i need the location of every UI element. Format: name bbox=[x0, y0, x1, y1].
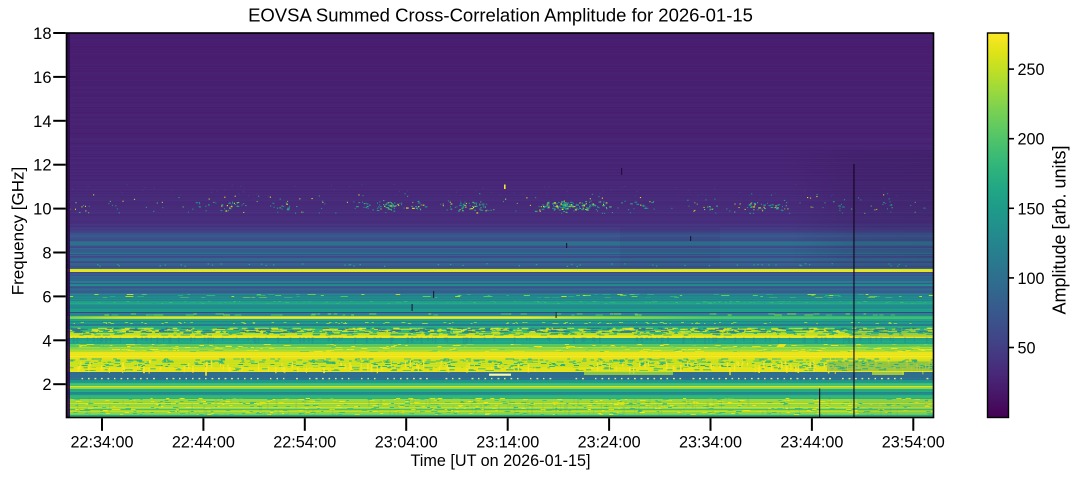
svg-text:8: 8 bbox=[42, 245, 51, 263]
svg-text:EOVSA Summed Cross-Correlation: EOVSA Summed Cross-Correlation Amplitude… bbox=[248, 5, 753, 26]
svg-text:14: 14 bbox=[33, 113, 51, 131]
svg-text:22:34:00: 22:34:00 bbox=[70, 434, 133, 452]
svg-text:Amplitude [arb. units]: Amplitude [arb. units] bbox=[1050, 145, 1070, 314]
svg-text:4: 4 bbox=[42, 332, 51, 350]
svg-text:23:34:00: 23:34:00 bbox=[679, 434, 742, 452]
svg-text:16: 16 bbox=[33, 69, 51, 87]
svg-text:23:54:00: 23:54:00 bbox=[882, 434, 945, 452]
svg-text:23:44:00: 23:44:00 bbox=[780, 434, 843, 452]
svg-text:23:24:00: 23:24:00 bbox=[578, 434, 641, 452]
svg-text:50: 50 bbox=[1018, 340, 1036, 358]
svg-text:23:14:00: 23:14:00 bbox=[476, 434, 539, 452]
svg-text:10: 10 bbox=[33, 201, 51, 219]
svg-text:Frequency [GHz]: Frequency [GHz] bbox=[9, 167, 28, 296]
svg-text:250: 250 bbox=[1018, 61, 1045, 79]
svg-text:12: 12 bbox=[33, 157, 51, 175]
svg-text:18: 18 bbox=[33, 25, 51, 43]
svg-text:150: 150 bbox=[1018, 200, 1045, 218]
svg-text:200: 200 bbox=[1018, 131, 1045, 149]
svg-text:Time [UT on 2026-01-15]: Time [UT on 2026-01-15] bbox=[411, 452, 591, 470]
svg-text:100: 100 bbox=[1018, 270, 1045, 288]
svg-text:23:04:00: 23:04:00 bbox=[375, 434, 438, 452]
svg-text:2: 2 bbox=[42, 376, 51, 394]
svg-text:22:44:00: 22:44:00 bbox=[172, 434, 235, 452]
svg-text:6: 6 bbox=[42, 288, 51, 306]
svg-text:22:54:00: 22:54:00 bbox=[273, 434, 336, 452]
